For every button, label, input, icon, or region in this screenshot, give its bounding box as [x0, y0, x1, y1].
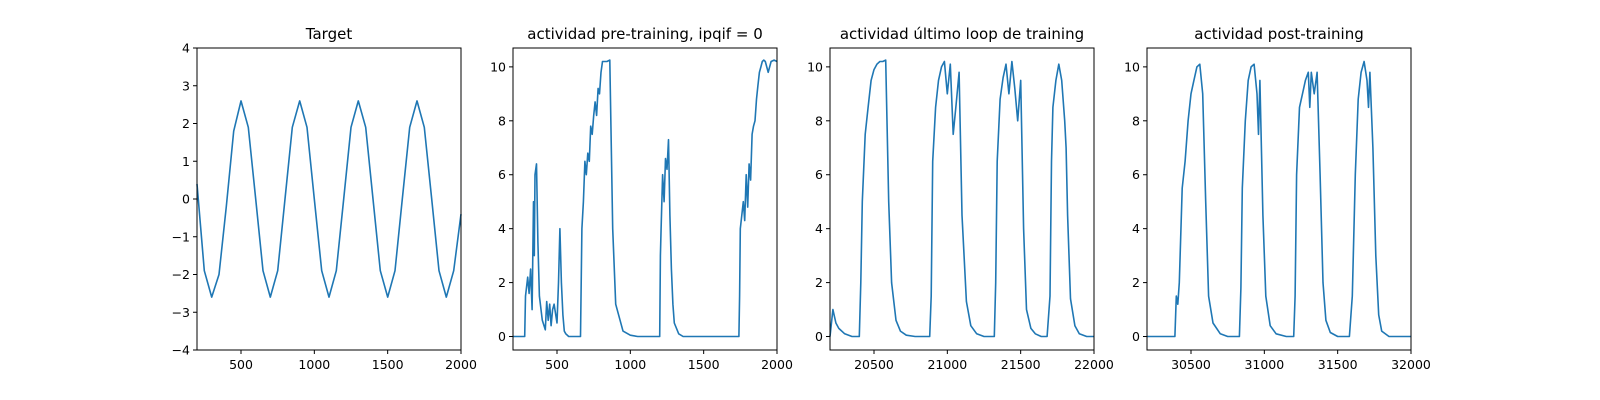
y-tick-label: 2: [498, 275, 506, 290]
y-tick-label: 6: [1132, 167, 1140, 182]
x-tick-label: 1000: [614, 357, 646, 372]
series-line-1: [829, 59, 1094, 338]
subplot-pre-training: actividad pre-training, ipqif = 0 500 1000…: [490, 25, 793, 372]
y-tick-label: 10: [490, 59, 506, 74]
x-tick-label: 21000: [927, 357, 967, 372]
series-line-1: [1147, 60, 1411, 338]
y-tick-label: 0: [815, 329, 823, 344]
axes-frame: [196, 47, 462, 351]
x-tick-label: 1000: [298, 357, 330, 372]
y-tick-label: −4: [172, 343, 190, 358]
subplot-title: actividad post-training: [1194, 25, 1363, 43]
axes-frame: [1146, 47, 1412, 351]
x-tick-label: 30500: [1171, 357, 1211, 372]
x-tick-label: 32000: [1391, 357, 1431, 372]
y-tick-label: 4: [182, 41, 190, 56]
y-tick-label: 0: [1132, 329, 1140, 344]
y-tick-label: 4: [498, 221, 506, 236]
x-tick-label: 20500: [854, 357, 894, 372]
x-tick-label: 31000: [1244, 357, 1284, 372]
x-tick-label: 2000: [445, 357, 477, 372]
axes-frame: [829, 47, 1095, 351]
y-tick-label: 6: [815, 167, 823, 182]
y-tick-label: 6: [498, 167, 506, 182]
x-tick-label: 31500: [1318, 357, 1358, 372]
y-tick-label: −1: [172, 229, 190, 244]
subplot-title: actividad pre-training, ipqif = 0: [527, 25, 763, 43]
axes-frame: [512, 47, 778, 351]
series-line-1: [513, 59, 778, 338]
y-tick-label: −2: [172, 267, 190, 282]
subplot-post-training: actividad post-training 30500 31000 31500 32…: [1124, 25, 1431, 372]
y-tick-label: 4: [1132, 221, 1140, 236]
y-tick-label: 8: [1132, 113, 1140, 128]
y-tick-label: 2: [182, 116, 190, 131]
y-tick-label: 0: [498, 329, 506, 344]
y-tick-label: 10: [1124, 59, 1140, 74]
y-tick-label: 2: [815, 275, 823, 290]
x-tick-label: 500: [545, 357, 569, 372]
y-tick-label: 4: [815, 221, 823, 236]
y-tick-label: 8: [498, 113, 506, 128]
y-tick-label: 8: [815, 113, 823, 128]
x-tick-label: 2000: [761, 357, 793, 372]
x-tick-label: 21500: [1001, 357, 1041, 372]
series-line-1: [196, 100, 462, 298]
subplot-title: Target: [305, 25, 353, 43]
y-tick-label: 1: [182, 154, 190, 169]
subplot-title: actividad último loop de training: [840, 25, 1084, 43]
subplot-target: Target 500 1000 1500 2000 −4 −3 −2 −1 0 1 2 3 4: [172, 25, 477, 372]
y-tick-label: 3: [182, 78, 190, 93]
y-tick-label: 2: [1132, 275, 1140, 290]
x-tick-label: 22000: [1074, 357, 1114, 372]
x-tick-label: 1500: [372, 357, 404, 372]
x-tick-label: 500: [229, 357, 253, 372]
y-tick-label: −3: [172, 305, 190, 320]
y-tick-label: 10: [807, 59, 823, 74]
x-tick-label: 1500: [688, 357, 720, 372]
y-tick-label: 0: [182, 192, 190, 207]
